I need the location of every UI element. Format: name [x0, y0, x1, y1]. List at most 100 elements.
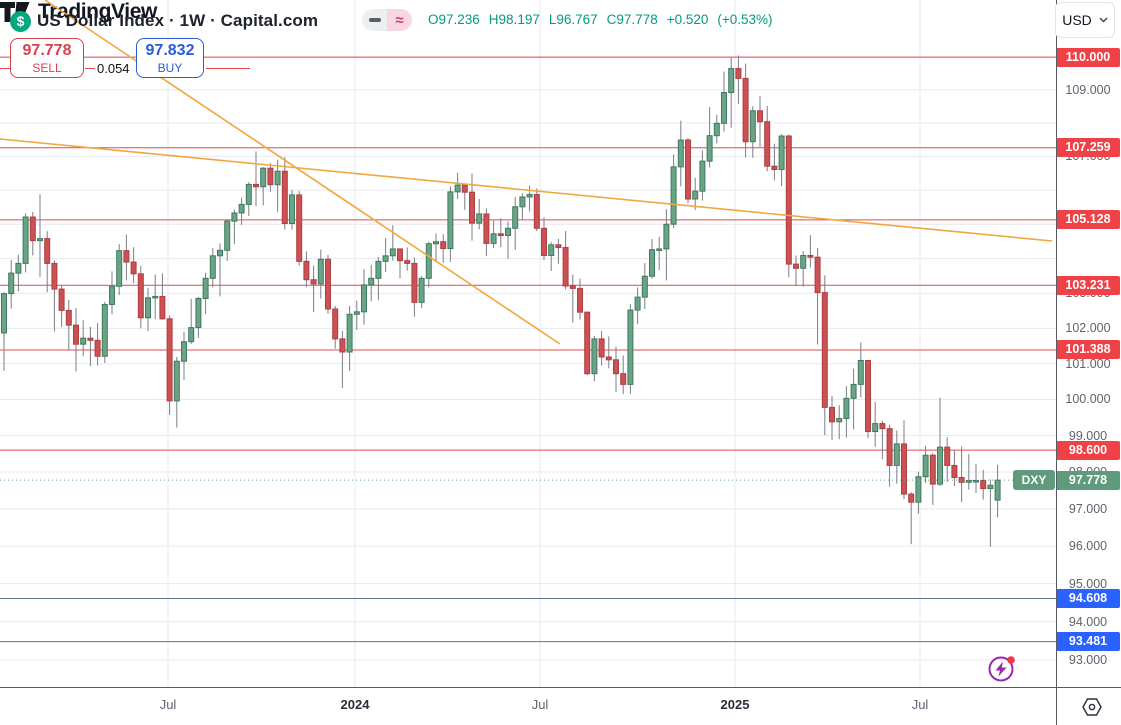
candle-body: [289, 194, 295, 225]
currency-selector[interactable]: USD: [1055, 2, 1115, 38]
time-axis-label: Jul: [159, 697, 177, 712]
candle-body: [742, 77, 749, 143]
candle-body: [641, 275, 648, 298]
candle-body: [476, 213, 483, 224]
price-axis[interactable]: 109.000107.000103.000102.000101.000100.0…: [1056, 0, 1121, 725]
symbol-header[interactable]: $ US Dollar Index · 1W · Capital.com: [10, 8, 318, 34]
trend-line[interactable]: [0, 138, 1053, 242]
toggle-dash-segment[interactable]: [362, 9, 387, 31]
candle-body: [425, 243, 432, 279]
candle-body: [260, 167, 267, 188]
scale-settings-icon[interactable]: [1081, 696, 1103, 718]
ohlc-change: +0.520: [666, 12, 709, 27]
price-axis-label: 94.000: [1068, 614, 1108, 629]
candle-body: [836, 418, 843, 423]
candle-body: [908, 493, 915, 503]
candle-body: [519, 196, 526, 208]
candle-body: [389, 248, 396, 257]
toggle-smooth-segment[interactable]: ≈: [387, 9, 412, 31]
candle-body: [454, 184, 461, 193]
candle-body: [166, 318, 173, 402]
candle-body: [461, 184, 468, 193]
flash-icon[interactable]: [986, 653, 1018, 685]
candle-body: [526, 194, 533, 198]
candle-body: [37, 238, 43, 242]
tradingview-wordmark: TradingView: [38, 0, 157, 23]
sell-button[interactable]: 97.778 SELL: [10, 38, 84, 78]
time-axis-label: Jul: [911, 697, 929, 712]
candle-body: [51, 262, 58, 290]
candle-body: [757, 110, 763, 123]
candle-body: [490, 233, 497, 244]
trend-line[interactable]: [44, 0, 561, 345]
candle-body: [238, 203, 245, 214]
candle-body: [361, 284, 367, 313]
candle-body: [181, 341, 187, 362]
candle-body: [202, 277, 209, 300]
time-axis-label: 2025: [720, 697, 750, 712]
dash-icon: [368, 18, 381, 22]
time-axis[interactable]: Jul 2024 Jul 2025 Jul: [0, 687, 1121, 725]
symbol-title[interactable]: US Dollar Index · 1W · Capital.com: [37, 11, 319, 30]
candle-body: [303, 260, 310, 281]
buy-label: BUY: [157, 61, 183, 75]
candle-body: [555, 244, 562, 249]
candle-body: [951, 464, 958, 479]
spread-value: 0.054: [95, 61, 132, 76]
price-axis-badge-green: 97.778: [1056, 470, 1120, 490]
candle-body: [159, 295, 166, 320]
candle-body: [850, 383, 857, 399]
candle-body: [512, 206, 519, 229]
candle-body: [944, 446, 951, 466]
candle-body: [958, 477, 965, 483]
quote-connector-line: [85, 68, 97, 70]
candle-body: [253, 183, 259, 188]
sell-label: SELL: [32, 61, 62, 75]
candle-body: [677, 139, 684, 168]
candle-body: [620, 373, 627, 385]
candle-body: [699, 160, 706, 192]
candle-body: [15, 262, 22, 274]
ohlc-high: H98.197: [488, 12, 540, 27]
candle-body: [764, 121, 771, 167]
candle-body: [130, 261, 137, 275]
price-axis-label: 96.000: [1068, 539, 1108, 554]
price-axis-badge-red: 98.600: [1056, 440, 1120, 460]
candle-body: [670, 166, 677, 225]
candle-body: [209, 255, 216, 279]
chart-style-toggle[interactable]: ≈: [362, 9, 412, 31]
candle-body: [433, 241, 439, 245]
time-axis-label: Jul: [531, 697, 549, 712]
quote-connector-line: [206, 68, 250, 70]
candle-body: [901, 443, 907, 495]
candle-body: [29, 216, 36, 242]
candle-body: [325, 258, 331, 310]
candle-body: [195, 298, 202, 329]
candle-body: [375, 260, 382, 279]
price-axis-label: 102.000: [1065, 321, 1111, 336]
candle-body: [613, 359, 619, 375]
candle-body: [1, 293, 7, 334]
candle-body: [872, 423, 879, 433]
candle-body: [8, 272, 15, 295]
candle-body: [281, 170, 288, 225]
candle-body: [987, 484, 994, 490]
candle-body: [807, 254, 814, 258]
candle-body: [663, 223, 670, 250]
price-axis-label: 93.000: [1068, 653, 1108, 668]
candle-body: [922, 454, 929, 478]
candle-body: [274, 170, 281, 186]
candle-body: [778, 135, 785, 171]
candle-body: [533, 194, 540, 229]
candle-body: [584, 311, 591, 375]
buy-button[interactable]: 97.832 BUY: [136, 38, 204, 78]
series-price-badge: DXY: [1013, 470, 1055, 491]
candle-body: [591, 338, 598, 375]
candle-body: [857, 360, 864, 385]
candle-body: [317, 258, 324, 285]
price-axis-label: 95.000: [1068, 576, 1108, 591]
candle-body: [116, 250, 123, 287]
candle-body: [245, 183, 252, 205]
candle-body: [793, 263, 799, 269]
